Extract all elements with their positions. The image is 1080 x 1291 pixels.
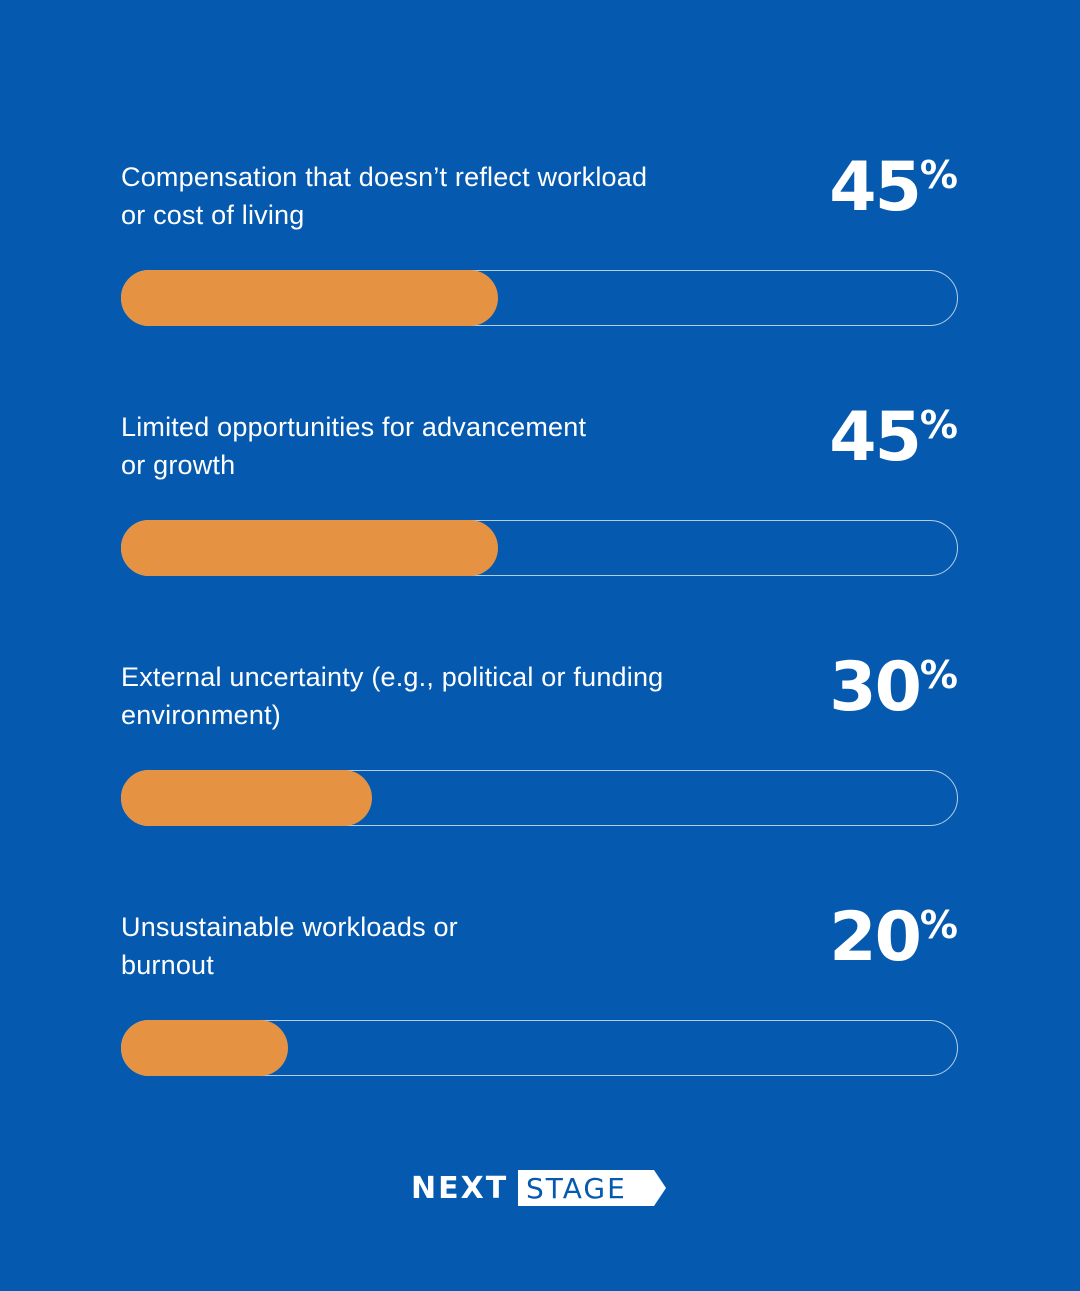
bar-track: [121, 770, 958, 826]
logo-word-next: NEXT: [411, 1170, 509, 1206]
bar-item-4: Unsustainable workloads or burnout 20%: [121, 904, 958, 1088]
bar-value: 20%: [829, 904, 958, 972]
bar-item-3: External uncertainty (e.g., political or…: [121, 654, 958, 838]
bar-value: 45%: [829, 154, 958, 222]
bar-label-line: or growth: [121, 450, 236, 480]
bar-label-line: Limited opportunities for advancement: [121, 412, 587, 442]
bar-label: External uncertainty (e.g., political or…: [121, 658, 741, 734]
bar-value-number: 45: [829, 148, 922, 227]
percent-sign: %: [919, 653, 958, 697]
bar-label-line: or cost of living: [121, 200, 305, 230]
percent-sign: %: [919, 903, 958, 947]
bar-label-line: burnout: [121, 950, 214, 980]
bar-item-2: Limited opportunities for advancement or…: [121, 404, 958, 588]
bar-label-line: Unsustainable workloads or: [121, 912, 458, 942]
bar-fill: [121, 770, 373, 826]
bar-label-line: External uncertainty (e.g., political or…: [121, 662, 664, 692]
bar-track: [121, 270, 958, 326]
bar-label-line: environment): [121, 700, 281, 730]
bar-value-number: 30: [829, 648, 922, 727]
percent-sign: %: [919, 153, 958, 197]
bar-value: 30%: [829, 654, 958, 722]
nextstage-logo: NEXT STAGE: [411, 1170, 667, 1206]
bar-item-1: Compensation that doesn’t reflect worklo…: [121, 154, 958, 338]
bar-track: [121, 1020, 958, 1076]
bar-fill: [121, 270, 498, 326]
bar-label-line: Compensation that doesn’t reflect worklo…: [121, 162, 648, 192]
bar-label: Unsustainable workloads or burnout: [121, 908, 741, 984]
bar-value: 45%: [829, 404, 958, 472]
bar-fill: [121, 1020, 289, 1076]
logo-arrow-shape: STAGE: [518, 1170, 667, 1206]
bar-value-number: 45: [829, 398, 922, 477]
bar-label: Compensation that doesn’t reflect worklo…: [121, 158, 741, 234]
logo-word-stage: STAGE: [526, 1172, 627, 1205]
bar-value-number: 20: [829, 898, 922, 977]
bar-label: Limited opportunities for advancement or…: [121, 408, 741, 484]
logo-stage-badge: STAGE: [518, 1170, 667, 1206]
percent-sign: %: [919, 403, 958, 447]
bar-fill: [121, 520, 498, 576]
bar-track: [121, 520, 958, 576]
